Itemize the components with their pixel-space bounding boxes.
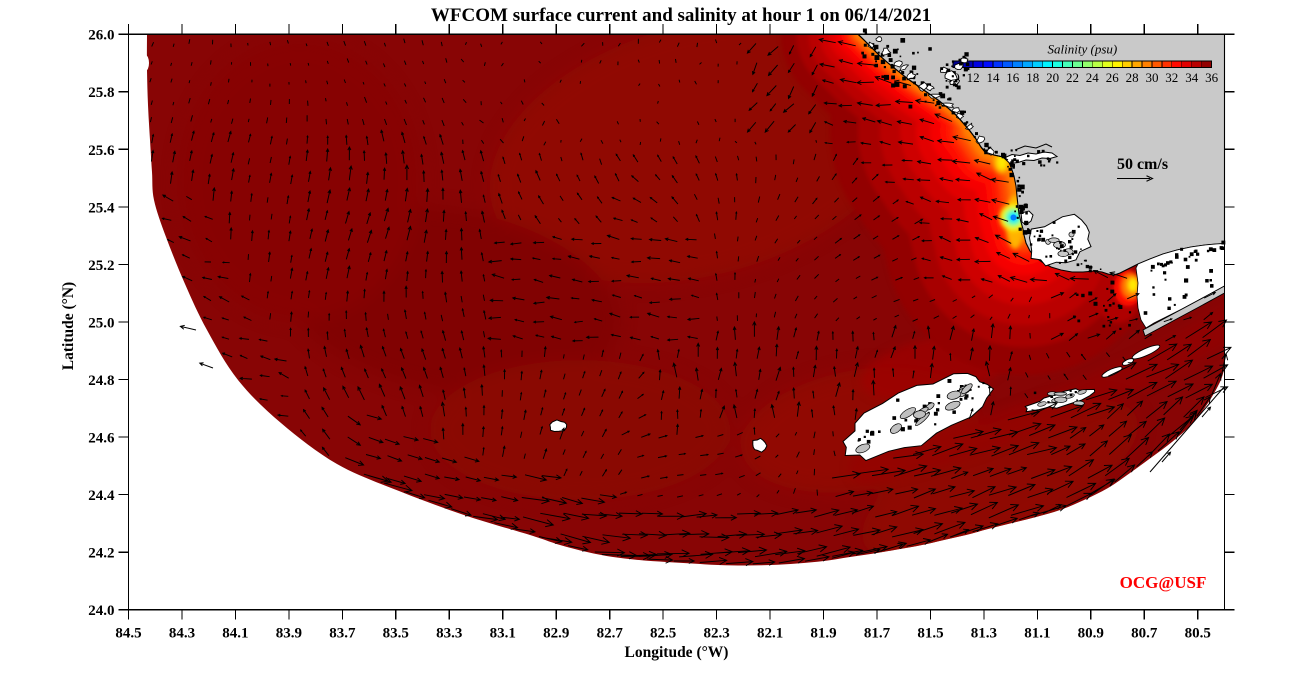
svg-text:16: 16 — [1006, 70, 1020, 85]
svg-text:81.1: 81.1 — [1024, 626, 1050, 642]
svg-text:82.3: 82.3 — [703, 626, 729, 642]
svg-text:83.7: 83.7 — [329, 626, 356, 642]
svg-text:24.0: 24.0 — [88, 603, 114, 619]
svg-text:26: 26 — [1106, 70, 1120, 85]
svg-text:25.4: 25.4 — [88, 200, 115, 216]
svg-text:81.3: 81.3 — [971, 626, 997, 642]
svg-text:81.5: 81.5 — [917, 626, 943, 642]
svg-text:24.2: 24.2 — [88, 546, 114, 562]
svg-text:25.8: 25.8 — [88, 85, 114, 101]
svg-text:Latitude (°N): Latitude (°N) — [60, 282, 77, 370]
svg-text:82.9: 82.9 — [543, 626, 569, 642]
svg-text:82.7: 82.7 — [597, 626, 624, 642]
svg-text:30: 30 — [1146, 70, 1159, 85]
svg-text:24: 24 — [1086, 70, 1100, 85]
svg-text:26.0: 26.0 — [88, 28, 114, 44]
svg-text:83.3: 83.3 — [436, 626, 462, 642]
svg-text:Longitude (°W): Longitude (°W) — [625, 644, 729, 661]
svg-text:36: 36 — [1205, 70, 1219, 85]
svg-text:81.7: 81.7 — [864, 626, 891, 642]
svg-text:82.5: 82.5 — [650, 626, 676, 642]
svg-text:24.4: 24.4 — [88, 488, 115, 504]
svg-text:OCG@USF: OCG@USF — [1120, 573, 1207, 592]
svg-text:20: 20 — [1046, 70, 1059, 85]
svg-text:80.7: 80.7 — [1131, 626, 1158, 642]
svg-text:80.9: 80.9 — [1078, 626, 1104, 642]
svg-text:84.3: 84.3 — [169, 626, 195, 642]
svg-text:12: 12 — [967, 70, 980, 85]
svg-text:80.5: 80.5 — [1185, 626, 1211, 642]
svg-text:84.1: 84.1 — [222, 626, 248, 642]
svg-text:32: 32 — [1165, 70, 1178, 85]
svg-text:50 cm/s: 50 cm/s — [1117, 156, 1168, 173]
svg-text:WFCOM surface current and sali: WFCOM surface current and salinity at ho… — [431, 5, 931, 26]
svg-text:25.0: 25.0 — [88, 315, 114, 331]
svg-text:84.5: 84.5 — [115, 626, 141, 642]
svg-text:25.6: 25.6 — [88, 143, 115, 159]
svg-text:82.1: 82.1 — [757, 626, 783, 642]
svg-text:34: 34 — [1185, 70, 1199, 85]
svg-text:18: 18 — [1026, 70, 1039, 85]
svg-text:28: 28 — [1126, 70, 1139, 85]
svg-text:83.9: 83.9 — [276, 626, 302, 642]
svg-text:83.5: 83.5 — [383, 626, 409, 642]
svg-text:83.1: 83.1 — [490, 626, 516, 642]
svg-text:14: 14 — [987, 70, 1001, 85]
svg-text:25.2: 25.2 — [88, 258, 114, 274]
svg-text:24.8: 24.8 — [88, 373, 114, 389]
svg-text:Salinity (psu): Salinity (psu) — [1048, 42, 1118, 57]
svg-text:81.9: 81.9 — [810, 626, 836, 642]
svg-text:24.6: 24.6 — [88, 431, 115, 447]
svg-text:22: 22 — [1066, 70, 1079, 85]
